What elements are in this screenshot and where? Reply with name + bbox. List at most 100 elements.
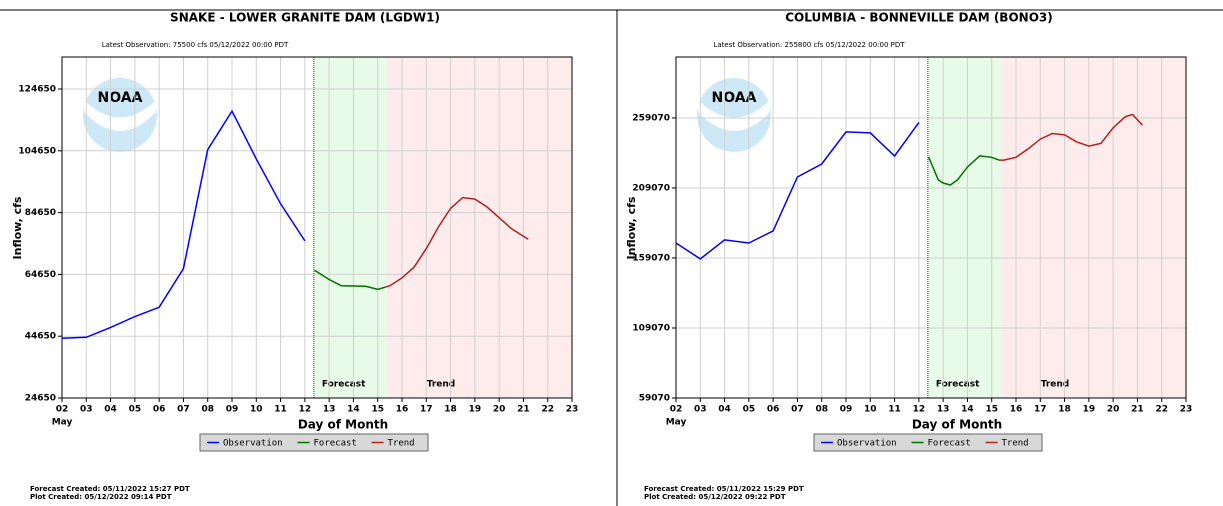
x-tick-label: 09 [840,405,853,415]
y-axis-label: Inflow, cfs [625,196,638,259]
x-sublabel: May [52,418,73,428]
x-tick-label: 12 [299,405,312,415]
x-tick-label: 17 [420,405,433,415]
plot-frame [61,56,573,399]
y-tick-label: 124650 [18,84,56,94]
x-tick-label: 05 [129,405,142,415]
x-tick-label: 17 [1034,405,1047,415]
legend-label: Trend [388,439,415,449]
band-label: Trend [1041,380,1070,390]
x-tick-label: 07 [177,405,190,415]
subtitle: Latest Observation: 75500 cfs 05/12/2022… [102,41,289,49]
logo-text: NOAA [712,90,757,106]
series-line [927,155,1000,186]
y-tick-label: 159070 [632,253,670,263]
legend-label: Forecast [314,439,357,449]
x-tick-label: 13 [323,405,336,415]
footnote: Plot Created: 05/12/2022 09:22 PDT [644,493,786,501]
x-tick-label: 16 [1010,405,1023,415]
x-axis-label: Day of Month [298,418,388,432]
x-tick-label: 14 [347,405,360,415]
x-tick-label: 20 [1107,405,1120,415]
legend [199,433,429,452]
x-tick-label: 13 [937,405,950,415]
band [313,57,387,398]
series-line [999,113,1143,161]
chart-title: SNAKE - LOWER GRANITE DAM (LGDW1) [170,11,440,25]
x-tick-label: 11 [274,405,287,415]
x-tick-label: 19 [1083,405,1096,415]
y-tick-label: 259070 [632,113,670,123]
footnote: Plot Created: 05/12/2022 09:14 PDT [30,493,172,501]
x-tick-label: 23 [1180,405,1193,415]
y-tick-label: 109070 [632,323,670,333]
y-tick-label: 209070 [632,183,670,193]
legend [813,433,1043,452]
band-label: Trend [427,380,456,390]
y-axis-label: Inflow, cfs [11,196,24,259]
plot-frame [675,56,1187,399]
x-tick-label: 03 [80,405,93,415]
x-tick-label: 09 [226,405,239,415]
x-tick-label: 08 [815,405,828,415]
footnote: Forecast Created: 05/11/2022 15:29 PDT [644,485,804,493]
x-tick-label: 11 [888,405,901,415]
x-tick-label: 19 [469,405,482,415]
logo [83,78,157,152]
legend-label: Observation [837,439,897,449]
logo-wave [84,100,156,131]
x-tick-label: 03 [694,405,707,415]
x-tick-label: 02 [56,405,69,415]
chart-title: COLUMBIA - BONNEVILLE DAM (BONO3) [785,11,1052,25]
subtitle: Latest Observation: 255800 cfs 05/12/202… [713,41,905,49]
x-tick-label: 23 [566,405,579,415]
x-tick-label: 20 [493,405,506,415]
band-label: Forecast [322,380,366,390]
x-tick-label: 18 [444,405,457,415]
x-tick-label: 04 [718,405,731,415]
x-sublabel: May [666,418,687,428]
legend-label: Observation [223,439,283,449]
x-tick-label: 07 [791,405,804,415]
series-line [675,122,920,260]
band [927,57,1001,398]
x-tick-label: 16 [396,405,409,415]
x-tick-label: 05 [743,405,756,415]
x-tick-label: 02 [670,405,683,415]
band-label: Forecast [936,380,980,390]
band [1000,57,1186,398]
x-tick-label: 06 [767,405,780,415]
x-tick-label: 21 [1131,405,1144,415]
logo-wave [698,100,770,131]
logo [697,78,771,152]
x-tick-label: 10 [250,405,263,415]
series-line [384,196,529,288]
x-tick-label: 12 [913,405,926,415]
y-tick-label: 104650 [18,146,56,156]
y-tick-label: 64650 [25,270,56,280]
y-tick-label: 84650 [25,208,56,218]
series-line [314,269,386,291]
band [386,57,572,398]
x-tick-label: 15 [985,405,998,415]
y-tick-label: 44650 [25,332,56,342]
y-tick-label: 24650 [25,394,56,404]
legend-label: Forecast [928,439,971,449]
x-tick-label: 22 [1155,405,1168,415]
legend-label: Trend [1002,439,1029,449]
logo-text: NOAA [98,90,143,106]
x-axis-label: Day of Month [912,418,1002,432]
x-tick-label: 10 [864,405,877,415]
x-tick-label: 18 [1058,405,1071,415]
x-tick-label: 21 [517,405,530,415]
series-line [61,109,306,339]
y-tick-label: 59070 [639,394,670,404]
x-tick-label: 04 [104,405,117,415]
x-tick-label: 22 [541,405,554,415]
x-tick-label: 08 [201,405,214,415]
x-tick-label: 06 [153,405,166,415]
x-tick-label: 15 [371,405,384,415]
x-tick-label: 14 [961,405,974,415]
footnote: Forecast Created: 05/11/2022 15:27 PDT [30,485,190,493]
